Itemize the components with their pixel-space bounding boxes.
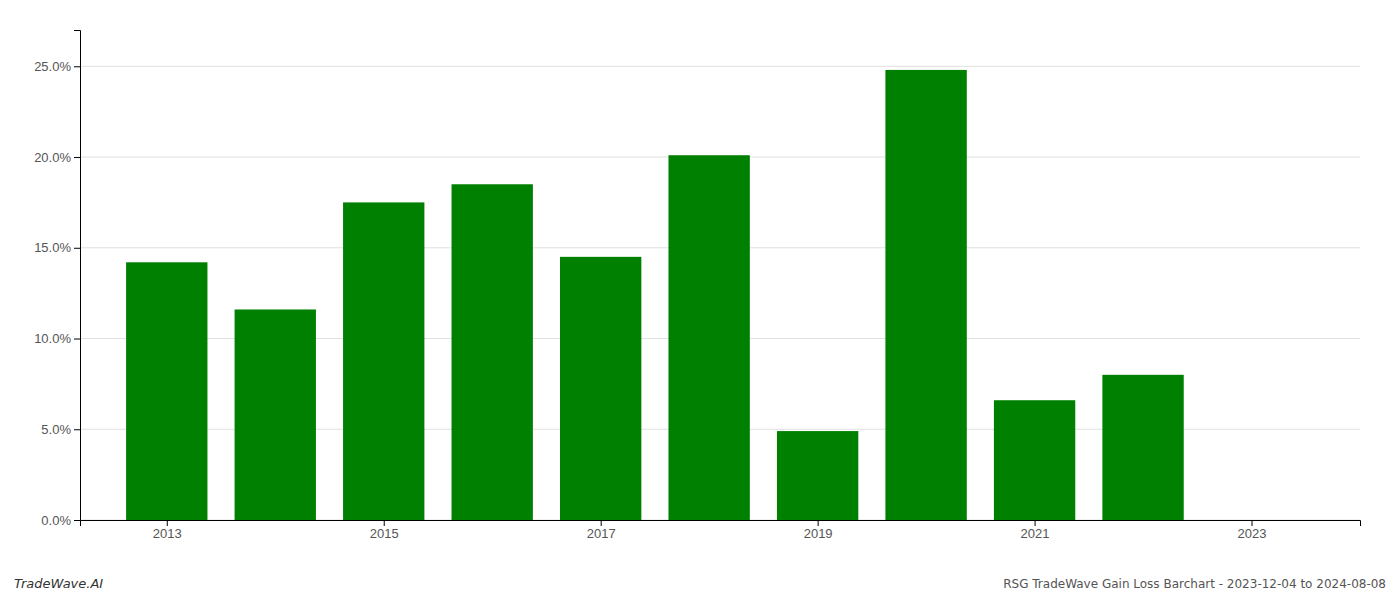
x-tick-label: 2013 (153, 526, 182, 541)
y-tick-mark (74, 520, 80, 521)
footer-left: TradeWave.AI (14, 576, 103, 591)
bars (126, 70, 1184, 520)
bar (560, 257, 641, 520)
x-tick-label: 2019 (804, 526, 833, 541)
x-tick-mark (1252, 520, 1253, 526)
bar (668, 155, 749, 520)
y-tick-label: 0.0% (41, 513, 71, 528)
chart: 2013 2015 2017 2019 2021 2023 0.0% 5.0% 10.0% 15.… (0, 0, 1400, 600)
y-tick: 10.0% (34, 331, 80, 346)
bar (235, 309, 316, 520)
x-tick-label: 2021 (1021, 526, 1050, 541)
y-tick: 0.0% (41, 513, 80, 528)
x-tick-mark (818, 520, 819, 526)
x-tick-label: 2023 (1238, 526, 1267, 541)
bar (994, 400, 1075, 520)
y-axis: 0.0% 5.0% 10.0% 15.0% 20.0% 25.0% (34, 31, 80, 528)
x-axis: 2013 2015 2017 2019 2021 2023 (81, 520, 1361, 541)
x-tick-label: 2017 (587, 526, 616, 541)
x-tick-mark (601, 520, 602, 526)
y-tick-label: 5.0% (41, 422, 71, 437)
y-tick: 5.0% (41, 422, 80, 437)
bar (777, 431, 858, 520)
plot: 2013 2015 2017 2019 2021 2023 0.0% 5.0% 10.0% 15.… (34, 31, 1360, 542)
bar (452, 184, 533, 520)
x-tick-mark (1035, 520, 1036, 526)
y-tick: 25.0% (34, 59, 80, 74)
bar (1102, 375, 1183, 520)
x-tick-label: 2015 (370, 526, 399, 541)
y-tick-mark (74, 248, 80, 249)
x-tick: 2019 (804, 520, 833, 541)
x-tick-mark (167, 520, 168, 526)
y-tick-label: 20.0% (34, 150, 71, 165)
x-axis-line (81, 521, 1361, 527)
y-tick-mark (74, 339, 80, 340)
grid-line (80, 66, 1360, 67)
x-tick-mark (384, 520, 385, 526)
y-tick-mark (74, 157, 80, 158)
y-axis-line (74, 31, 81, 521)
bar (885, 70, 966, 520)
footer-right: RSG TradeWave Gain Loss Barchart - 2023-… (1003, 577, 1386, 591)
x-tick: 2017 (587, 520, 616, 541)
y-tick-label: 25.0% (34, 59, 71, 74)
y-tick-mark (74, 66, 80, 67)
bar (343, 202, 424, 520)
y-tick-label: 15.0% (34, 240, 71, 255)
x-tick: 2015 (370, 520, 399, 541)
y-tick-label: 10.0% (34, 331, 71, 346)
grid (80, 66, 1360, 520)
y-tick-mark (74, 429, 80, 430)
y-tick: 15.0% (34, 240, 80, 255)
x-tick: 2021 (1021, 520, 1050, 541)
x-tick: 2023 (1238, 520, 1267, 541)
y-tick: 20.0% (34, 150, 80, 165)
bar (126, 262, 207, 520)
x-tick: 2013 (153, 520, 182, 541)
